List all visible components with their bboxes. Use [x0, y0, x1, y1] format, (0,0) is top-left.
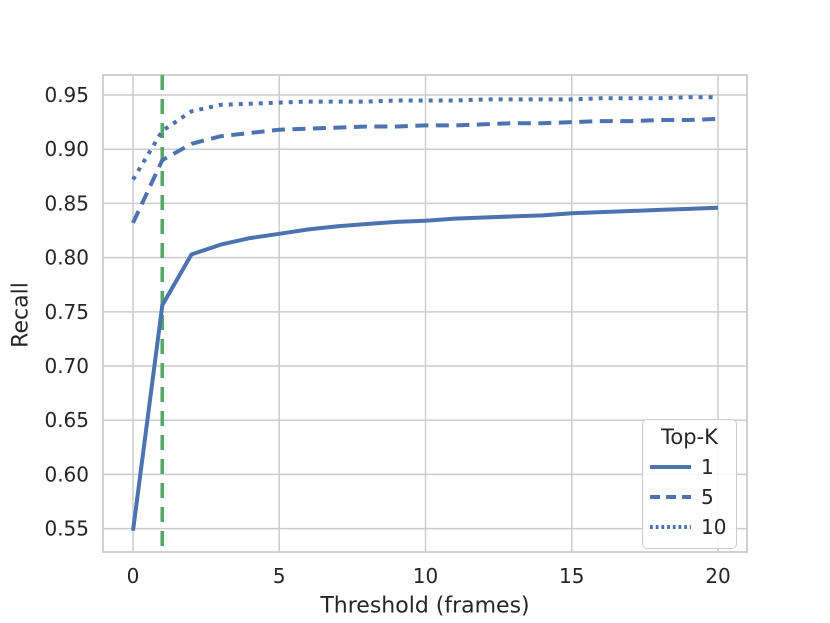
y-tick-label: 0.75: [44, 300, 89, 324]
y-tick-label: 0.85: [44, 191, 89, 215]
legend-line-dashed-icon: [650, 495, 691, 499]
x-tick-label: 20: [705, 564, 730, 588]
y-tick-label: 0.95: [44, 83, 89, 107]
legend-entry-label: 1: [701, 455, 714, 479]
x-tick-label: 0: [127, 564, 140, 588]
y-tick-label: 0.90: [44, 137, 89, 161]
y-tick-label: 0.55: [44, 517, 89, 541]
legend-title: Top-K: [661, 425, 718, 449]
x-tick-label: 15: [559, 564, 584, 588]
series-line-top5: [131, 116, 719, 224]
x-axis-label: Threshold (frames): [320, 593, 530, 619]
legend-entry-top1: 1: [643, 452, 736, 482]
legend-line-dotted-icon: [650, 525, 691, 529]
legend-entry-label: 10: [701, 515, 727, 539]
y-tick-label: 0.80: [44, 246, 89, 270]
legend-entry-top10: 10: [643, 512, 736, 542]
y-tick-label: 0.65: [44, 408, 89, 432]
plot-border: [102, 74, 748, 553]
series-line-top10: [131, 95, 718, 181]
legend-entry-label: 5: [701, 485, 714, 509]
series-line-top1: [131, 205, 719, 532]
legend-entry-top5: 5: [643, 482, 736, 512]
y-axis-label: Recall: [8, 282, 34, 348]
y-tick-label: 0.60: [44, 462, 89, 486]
legend-line-solid-icon: [650, 465, 691, 469]
y-tick-label: 0.70: [44, 354, 89, 378]
x-tick-label: 10: [413, 564, 438, 588]
legend: Top-K 1 5 10: [642, 419, 737, 549]
x-tick-label: 5: [273, 564, 286, 588]
